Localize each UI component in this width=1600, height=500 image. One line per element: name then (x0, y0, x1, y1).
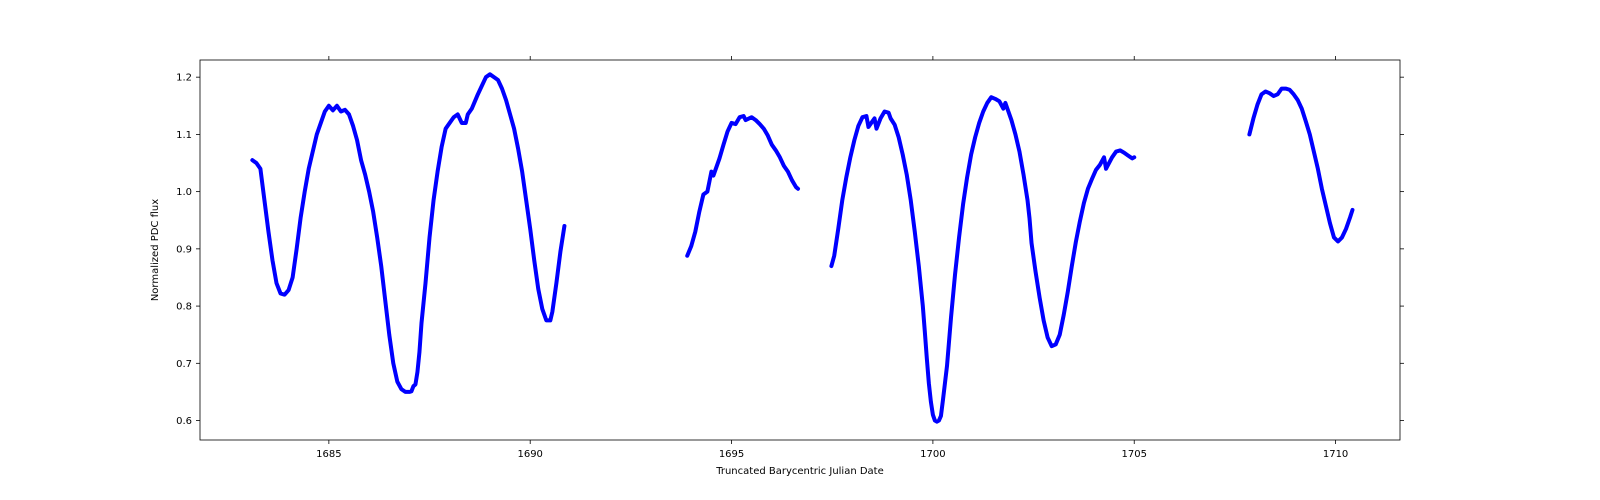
ytick-label: 1.0 (176, 187, 192, 198)
xtick-label: 1700 (920, 449, 945, 460)
xtick-label: 1690 (517, 449, 542, 460)
xtick-label: 1695 (719, 449, 744, 460)
xtick-label: 1705 (1122, 449, 1147, 460)
ytick-label: 1.1 (176, 130, 192, 141)
xtick-label: 1710 (1323, 449, 1348, 460)
ytick-label: 0.6 (176, 416, 192, 427)
lightcurve-chart: 1685 1690 1695 1700 1705 1710 0.6 0.7 0.8 0.9 1.0 1… (0, 0, 1600, 500)
ytick-label: 0.9 (176, 244, 192, 255)
ytick-label: 1.2 (176, 73, 192, 84)
xtick-label: 1685 (316, 449, 341, 460)
y-axis-label: Normalized PDC flux (150, 199, 161, 301)
chart-background (0, 0, 1600, 500)
ytick-label: 0.7 (176, 359, 192, 370)
x-axis-label: Truncated Barycentric Julian Date (715, 466, 884, 477)
chart-container: 1685 1690 1695 1700 1705 1710 0.6 0.7 0.8 0.9 1.0 1… (0, 0, 1600, 500)
ytick-label: 0.8 (176, 302, 192, 313)
